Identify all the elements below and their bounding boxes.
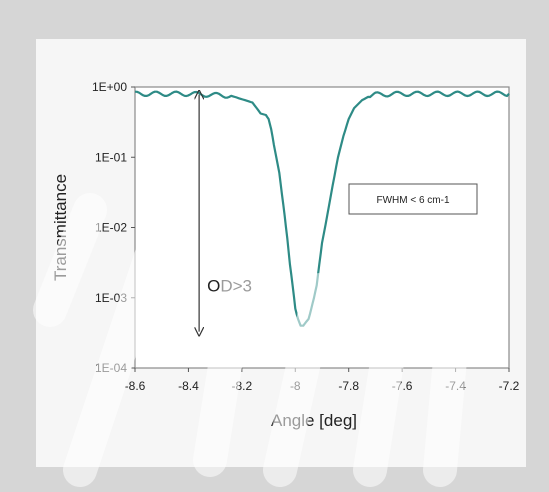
y-tick-label: 1E-01 xyxy=(95,150,127,164)
x-tick-label: -8.4 xyxy=(178,379,199,393)
od-label: OD>3 xyxy=(207,276,252,295)
x-axis-label: Angle [deg] xyxy=(271,411,357,430)
x-tick-label: -7.2 xyxy=(499,379,520,393)
x-tick-label: -8.6 xyxy=(125,379,146,393)
y-tick-label: 1E-02 xyxy=(95,221,127,235)
y-axis-label: Transmittance xyxy=(51,174,70,281)
fwhm-box xyxy=(348,183,478,215)
y-tick-label: 1E-03 xyxy=(95,291,127,305)
plot-area: 1E+00 1E-01 1E-02 1E-03 1E-04 -8.6 -8.4 -8.2 -8 -… xyxy=(51,80,520,430)
x-tick-label: -8 xyxy=(290,379,301,393)
plot-frame xyxy=(134,86,510,369)
fwhm-label: FWHM < 6 cm-1 xyxy=(376,195,449,206)
y-tick-label: 1E+00 xyxy=(92,80,127,94)
x-tick-label: -7.8 xyxy=(338,379,359,393)
y-tick-label: 1E-04 xyxy=(95,361,127,375)
x-tick-label: -7.6 xyxy=(392,379,413,393)
x-tick-label: -7.4 xyxy=(445,379,466,393)
x-tick-label: -8.2 xyxy=(232,379,253,393)
